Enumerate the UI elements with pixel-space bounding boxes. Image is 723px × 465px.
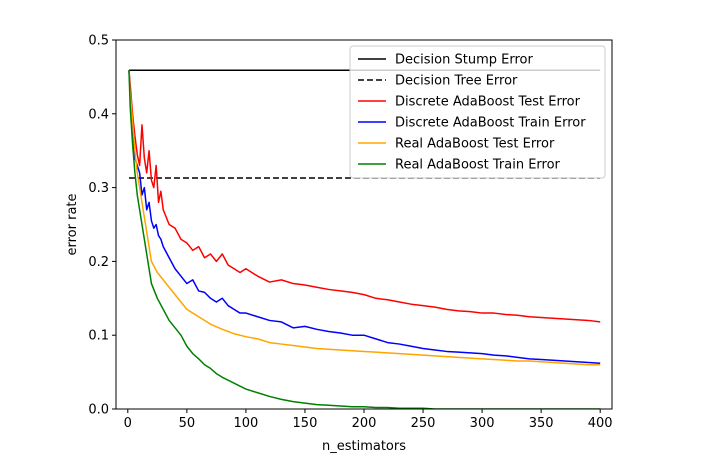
- x-tick-label: 150: [293, 416, 318, 431]
- series-line-5: [128, 70, 601, 409]
- y-tick-label: 0.3: [88, 181, 109, 196]
- y-tick-label: 0.5: [88, 34, 109, 49]
- legend-label: Decision Tree Error: [395, 74, 518, 89]
- x-tick-label: 350: [529, 416, 554, 431]
- legend-box: [349, 45, 606, 179]
- legend-label: Real AdaBoost Test Error: [395, 137, 555, 152]
- legend-label: Discrete AdaBoost Test Error: [395, 95, 581, 110]
- y-tick-label: 0.2: [88, 255, 109, 270]
- x-tick-label: 50: [179, 416, 196, 431]
- legend-label: Discrete AdaBoost Train Error: [395, 116, 586, 131]
- legend-label: Decision Stump Error: [395, 53, 533, 68]
- series-line-3: [128, 70, 601, 364]
- x-tick-label: 400: [588, 416, 613, 431]
- y-tick-label: 0.0: [88, 403, 109, 418]
- y-tick-label: 0.4: [88, 107, 109, 122]
- legend: Decision Stump Error Decision Tree Error D…: [349, 45, 606, 179]
- x-axis-ticks: 0 50 100 150 200 250 300 350 400: [124, 409, 613, 431]
- x-tick-label: 100: [233, 416, 258, 431]
- x-tick-label: 250: [411, 416, 436, 431]
- series-line-2: [128, 70, 601, 323]
- x-axis-label: n_estimators: [322, 439, 406, 454]
- y-axis-label: error rate: [65, 193, 80, 255]
- x-tick-label: 200: [352, 416, 377, 431]
- legend-label: Real AdaBoost Train Error: [395, 158, 561, 173]
- y-axis-ticks: 0.0 0.1 0.2 0.3 0.4 0.5: [88, 34, 116, 418]
- x-tick-label: 0: [124, 416, 132, 431]
- y-tick-label: 0.1: [88, 329, 109, 344]
- x-tick-label: 300: [470, 416, 495, 431]
- series-line-4: [128, 70, 601, 366]
